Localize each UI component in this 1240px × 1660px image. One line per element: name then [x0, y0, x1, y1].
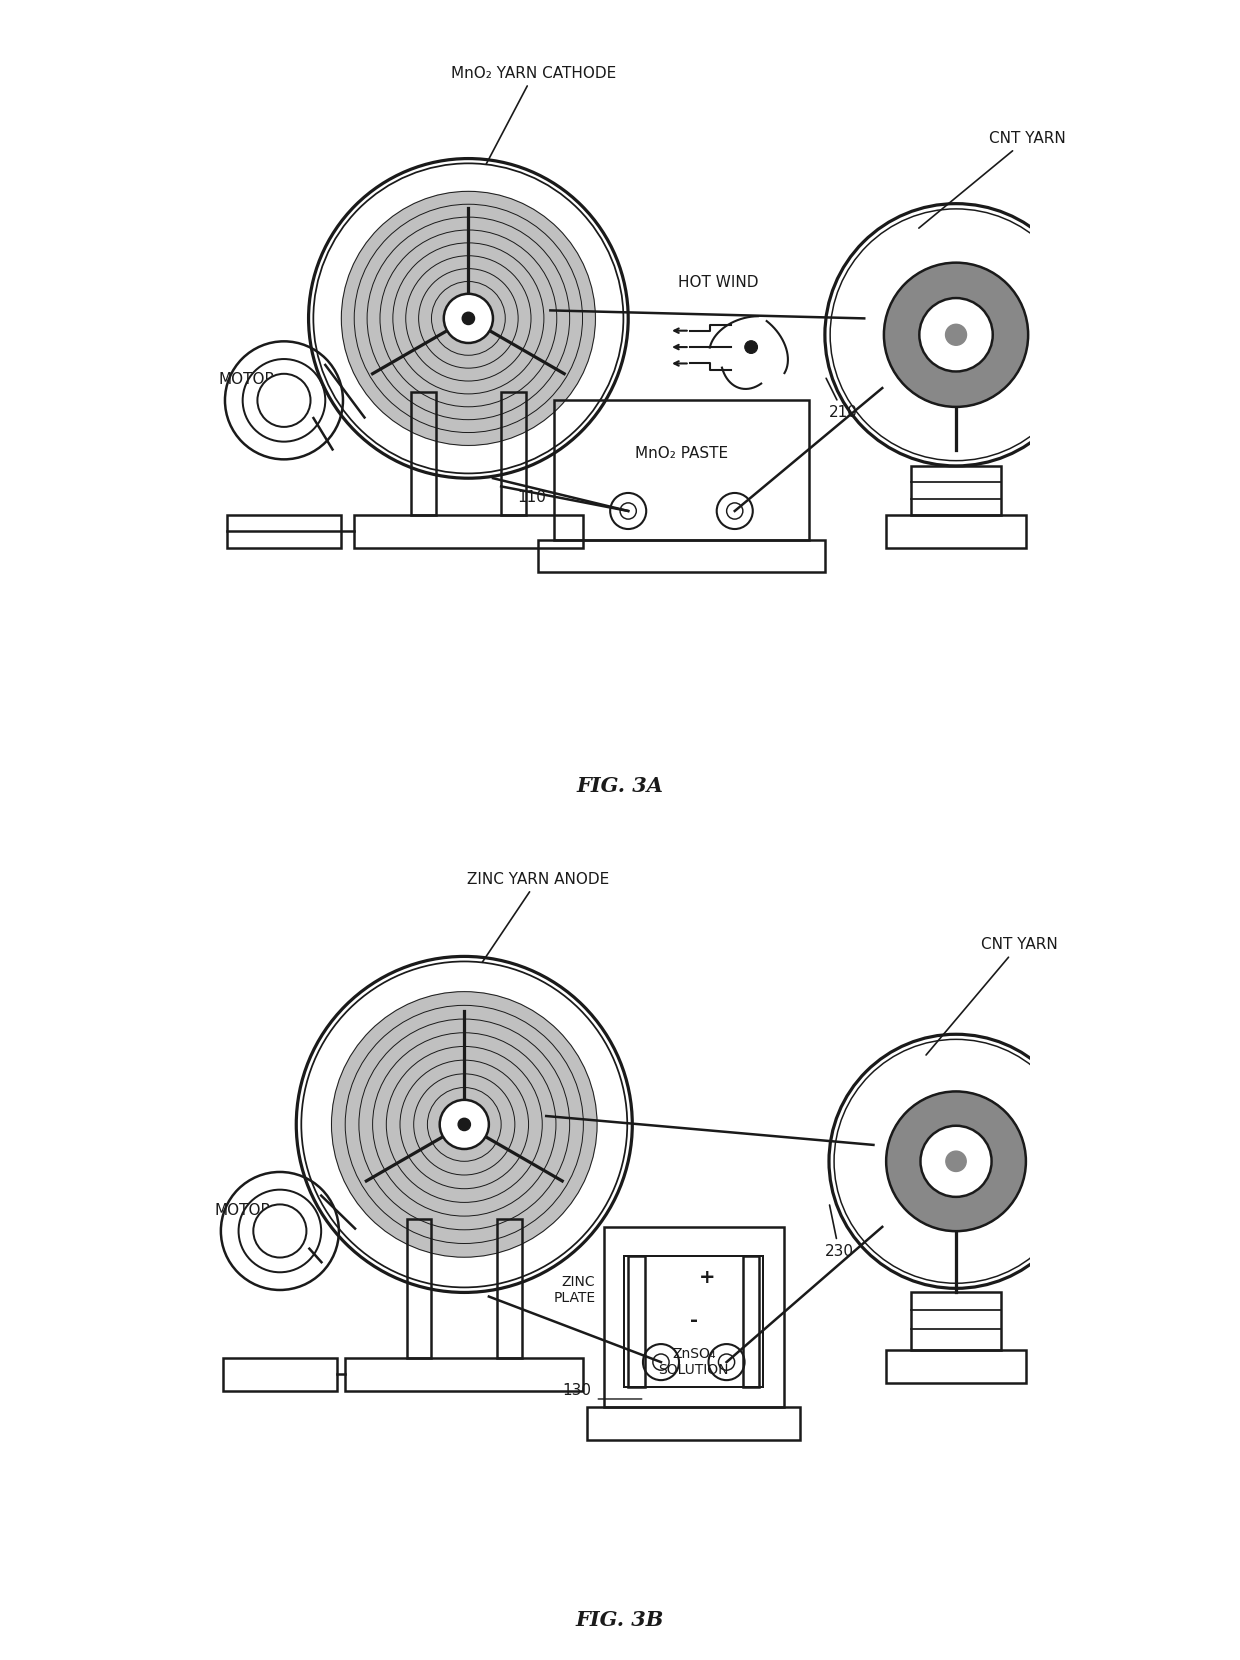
Bar	[887, 515, 1025, 548]
Circle shape	[919, 299, 993, 372]
Text: +: +	[699, 1268, 715, 1286]
Bar	[604, 1227, 784, 1408]
Circle shape	[887, 1091, 1025, 1232]
Text: 210: 210	[826, 378, 858, 420]
Circle shape	[463, 312, 475, 325]
Bar	[222, 1358, 337, 1391]
Text: -: -	[689, 1311, 698, 1330]
Circle shape	[920, 1125, 992, 1197]
Text: FIG. 3B: FIG. 3B	[575, 1610, 665, 1630]
Text: HOT WIND: HOT WIND	[678, 274, 759, 290]
Bar	[497, 1218, 522, 1358]
Text: MnO₂ PASTE: MnO₂ PASTE	[635, 447, 728, 461]
Text: ZnSO₄
SOLUTION: ZnSO₄ SOLUTION	[658, 1346, 729, 1378]
Bar	[407, 1218, 432, 1358]
Bar	[629, 1255, 645, 1386]
Circle shape	[946, 1150, 966, 1172]
Bar	[911, 466, 1001, 515]
Text: MOTOR: MOTOR	[218, 372, 275, 387]
Circle shape	[341, 191, 595, 445]
Bar	[624, 1255, 764, 1386]
Bar	[501, 392, 526, 515]
Text: MnO₂ YARN CATHODE: MnO₂ YARN CATHODE	[451, 66, 616, 164]
Text: 130: 130	[562, 1383, 591, 1398]
Circle shape	[253, 1205, 306, 1258]
Bar	[538, 540, 825, 573]
Circle shape	[458, 1119, 470, 1130]
Text: CNT YARN: CNT YARN	[919, 131, 1065, 227]
Bar	[410, 392, 435, 515]
Bar	[227, 515, 341, 548]
Text: 230: 230	[825, 1205, 853, 1258]
Text: ZINC YARN ANODE: ZINC YARN ANODE	[467, 872, 609, 963]
Circle shape	[745, 340, 758, 354]
Bar	[887, 1350, 1025, 1383]
Text: MOTOR: MOTOR	[215, 1204, 272, 1218]
Circle shape	[884, 262, 1028, 407]
Bar	[743, 1255, 759, 1386]
Circle shape	[946, 324, 966, 345]
Text: FIG. 3A: FIG. 3A	[577, 775, 663, 795]
Bar	[911, 1293, 1001, 1350]
Bar	[353, 515, 583, 548]
Bar	[346, 1358, 583, 1391]
Circle shape	[331, 991, 596, 1257]
Circle shape	[444, 294, 494, 344]
Circle shape	[440, 1101, 489, 1149]
Bar	[588, 1408, 800, 1439]
Text: ZINC
PLATE: ZINC PLATE	[553, 1275, 595, 1305]
Circle shape	[258, 374, 310, 427]
Text: CNT YARN: CNT YARN	[926, 938, 1058, 1056]
Bar	[554, 400, 808, 540]
Text: 110: 110	[517, 490, 547, 505]
